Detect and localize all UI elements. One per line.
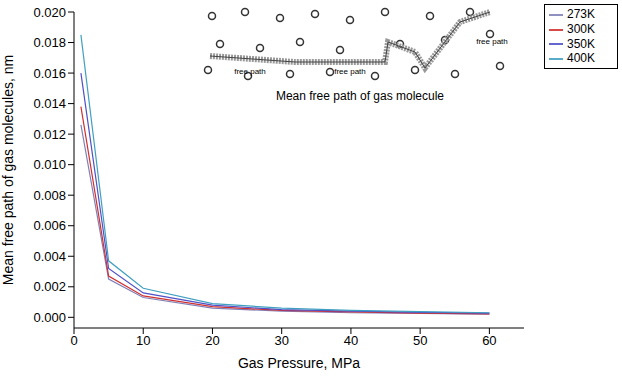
- svg-text:40: 40: [344, 333, 358, 348]
- svg-text:0.010: 0.010: [33, 157, 66, 172]
- svg-text:0.018: 0.018: [33, 35, 66, 50]
- svg-text:50: 50: [413, 333, 427, 348]
- svg-text:free path: free path: [476, 37, 508, 46]
- svg-text:20: 20: [205, 333, 219, 348]
- svg-text:0.016: 0.016: [33, 66, 66, 81]
- svg-text:0.008: 0.008: [33, 188, 66, 203]
- svg-text:0: 0: [70, 333, 77, 348]
- svg-text:0.000: 0.000: [33, 310, 66, 325]
- svg-text:Mean free path of gas molecule: Mean free path of gas molecule: [276, 89, 444, 103]
- svg-text:0.006: 0.006: [33, 218, 66, 233]
- svg-text:free path: free path: [334, 67, 366, 76]
- svg-text:0.002: 0.002: [33, 279, 66, 294]
- html-text:300K: 300K: [567, 21, 595, 36]
- svg-text:60: 60: [482, 333, 496, 348]
- html-text:273K: 273K: [567, 7, 595, 21]
- html-text:400K: 400K: [567, 51, 595, 66]
- html-text:350K: 350K: [567, 36, 595, 51]
- svg-text:Gas Pressure, MPa: Gas Pressure, MPa: [238, 355, 360, 371]
- svg-text:0.020: 0.020: [33, 5, 66, 20]
- svg-text:Mean free path of gas molecule: Mean free path of gas molecules, nm: [0, 55, 16, 285]
- svg-text:0.004: 0.004: [33, 249, 66, 264]
- svg-text:free path: free path: [234, 67, 266, 76]
- svg-text:0.012: 0.012: [33, 127, 66, 142]
- svg-text:10: 10: [136, 333, 150, 348]
- svg-text:0.014: 0.014: [33, 96, 66, 111]
- svg-text:30: 30: [274, 333, 288, 348]
